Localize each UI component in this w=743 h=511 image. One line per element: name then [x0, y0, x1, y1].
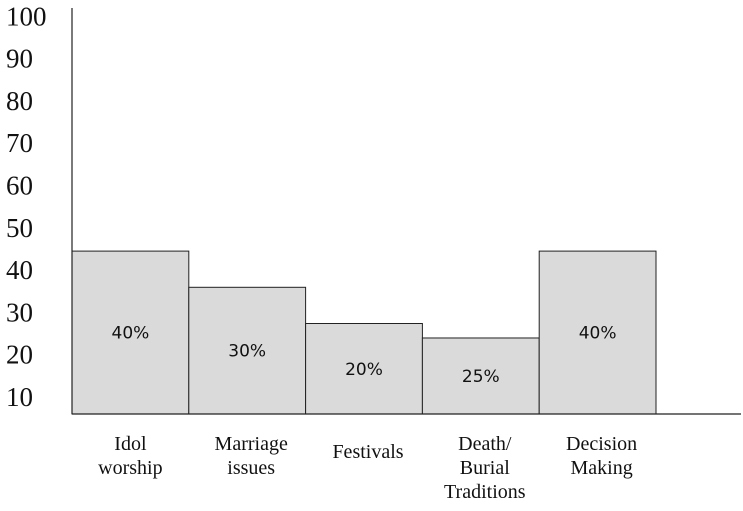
bar [421, 337, 540, 415]
data-label: 40% [112, 324, 150, 344]
y-tick-label: 30 [6, 297, 33, 327]
y-tick-label: 50 [6, 213, 33, 243]
bar [538, 250, 657, 415]
y-axis-ticks: 10 20 30 40 50 60 70 80 90 100 [6, 1, 47, 412]
category-label: Making [570, 457, 632, 479]
y-tick-label: 10 [6, 382, 33, 412]
category-label: Marriage [215, 433, 288, 455]
data-label: 20% [345, 360, 383, 380]
data-label: 30% [228, 342, 266, 362]
data-label: 25% [462, 367, 500, 387]
y-tick-label: 100 [6, 1, 47, 31]
category-label: Idol [114, 433, 147, 455]
bar [188, 286, 307, 415]
y-tick-label: 40 [6, 255, 33, 285]
bar [305, 323, 423, 415]
category-label: Decision [566, 433, 637, 455]
category-label: Burial [460, 457, 510, 479]
y-tick-label: 20 [6, 340, 33, 370]
category-label: issues [227, 457, 275, 479]
category-label: Traditions [444, 481, 526, 503]
y-tick-label: 60 [6, 171, 33, 201]
data-label: 40% [579, 324, 617, 344]
data-labels: 40% 30% 20% 25% 40% [112, 324, 617, 387]
y-tick-label: 90 [6, 44, 33, 74]
category-label: Festivals [332, 441, 403, 463]
bar [71, 250, 190, 415]
category-label: worship [98, 457, 162, 479]
y-tick-label: 70 [6, 128, 33, 158]
bars [71, 250, 657, 415]
category-label: Death/ [458, 433, 512, 455]
y-tick-label: 80 [6, 86, 33, 116]
